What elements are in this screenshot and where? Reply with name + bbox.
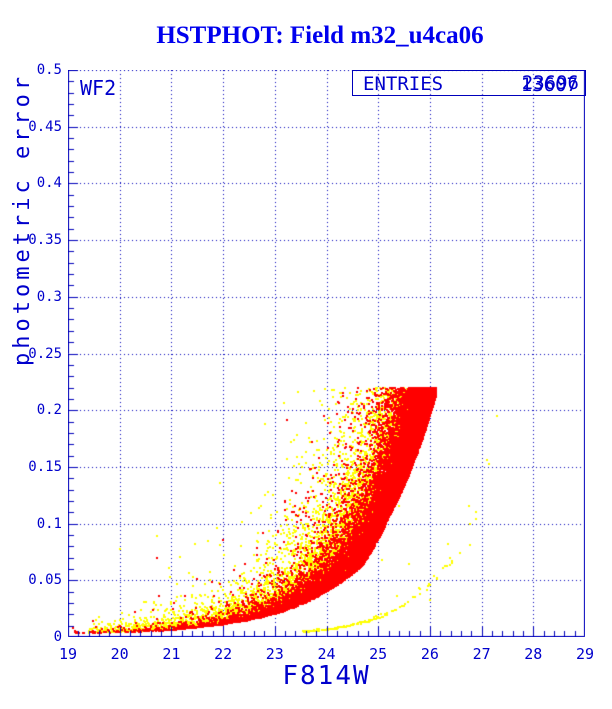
x-axis-label: F814W [282,661,371,691]
x-tick-label: 21 [162,645,181,663]
scatter-plot-canvas [68,70,585,637]
x-tick-label: 23 [265,645,284,663]
y-tick-label: 0.5 [36,62,62,78]
x-tick-label: 28 [524,645,543,663]
x-tick-label: 20 [110,645,129,663]
page-title: HSTPHOT: Field m32_u4ca06 [156,22,484,49]
y-tick-label: 0.25 [28,345,62,362]
y-tick-label: 0.2 [36,402,62,419]
y-tick-label: 0.1 [36,515,62,532]
x-tick-label: 24 [317,645,336,663]
y-tick-label: 0.45 [28,118,62,135]
entries-value-secondary: 13607 [520,74,578,96]
y-tick-label: 0.35 [28,232,62,249]
x-tick-label: 27 [472,645,491,663]
x-tick-label: 29 [575,645,595,663]
entries-value-primary: 23696 [521,72,579,94]
y-tick-label: 0.05 [28,572,62,589]
y-tick-label: 0.3 [36,288,62,305]
y-tick-label: 0.15 [28,458,62,475]
entries-label: ENTRIES [363,73,444,95]
y-tick-label: 0.4 [36,175,62,192]
x-tick-label: 25 [369,645,388,663]
entries-box: ENTRIES 23696 13607 [352,70,586,96]
x-tick-label: 26 [420,645,439,663]
x-tick-label: 19 [58,645,78,663]
y-tick-label: 0 [53,629,62,645]
x-tick-label: 22 [214,645,233,663]
y-axis-label: photometric error [10,72,35,366]
panel-label: WF2 [80,76,117,100]
